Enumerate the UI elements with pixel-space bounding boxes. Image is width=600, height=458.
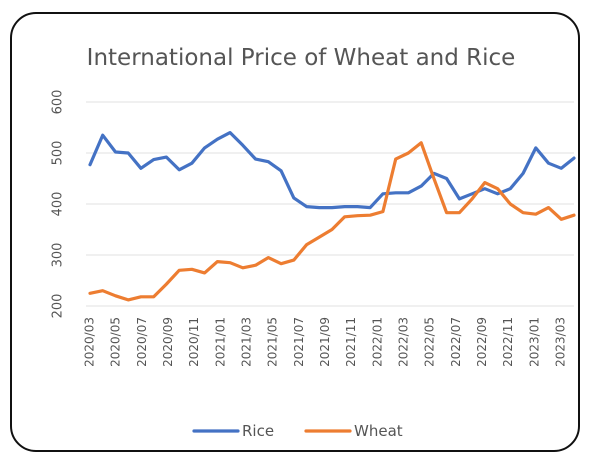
x-tick-label: 2021/11 — [344, 317, 358, 367]
x-tick-label: 2022/01 — [370, 317, 384, 367]
x-tick-label: 2022/09 — [475, 317, 489, 367]
x-axis-ticks: 2020/03 2020/05 2020/07 2020/09 2020/11 2021/… — [83, 317, 568, 367]
x-tick-label: 2020/09 — [161, 317, 175, 367]
y-tick-label: 600 — [51, 90, 66, 115]
x-tick-label: 2022/11 — [501, 317, 515, 367]
x-tick-label: 2020/11 — [187, 317, 201, 367]
series-line-rice — [88, 130, 576, 210]
y-tick-label: 300 — [51, 243, 66, 268]
plot-area — [88, 130, 576, 302]
legend-label-wheat: Wheat — [354, 422, 403, 440]
x-tick-label: 2021/07 — [292, 317, 306, 367]
x-tick-label: 2021/09 — [318, 317, 332, 367]
x-tick-label: 2020/07 — [135, 317, 149, 367]
x-tick-label: 2022/03 — [396, 317, 410, 367]
x-tick-label: 2023/01 — [527, 317, 541, 367]
y-tick-label: 200 — [51, 294, 66, 319]
y-tick-label: 500 — [51, 141, 66, 166]
x-tick-label: 2021/05 — [266, 317, 280, 367]
x-tick-label: 2022/05 — [423, 317, 437, 367]
x-tick-label: 2020/03 — [83, 317, 97, 367]
y-tick-label: 400 — [51, 192, 66, 217]
chart-svg: International Price of Wheat and Rice 20… — [51, 45, 576, 440]
x-tick-label: 2022/07 — [449, 317, 463, 367]
x-tick-label: 2021/01 — [213, 317, 227, 367]
chart-card: International Price of Wheat and Rice 20… — [10, 12, 580, 452]
gridlines — [86, 101, 574, 307]
series-line-wheat — [88, 141, 576, 302]
chart-title: International Price of Wheat and Rice — [87, 45, 516, 71]
x-tick-label: 2021/03 — [239, 317, 253, 367]
x-tick-label: 2023/03 — [553, 317, 567, 367]
legend: Rice Wheat — [192, 422, 403, 440]
x-tick-label: 2020/05 — [109, 317, 123, 367]
legend-label-rice: Rice — [242, 422, 274, 440]
y-axis-ticks: 200 300 400 500 600 — [51, 90, 66, 319]
